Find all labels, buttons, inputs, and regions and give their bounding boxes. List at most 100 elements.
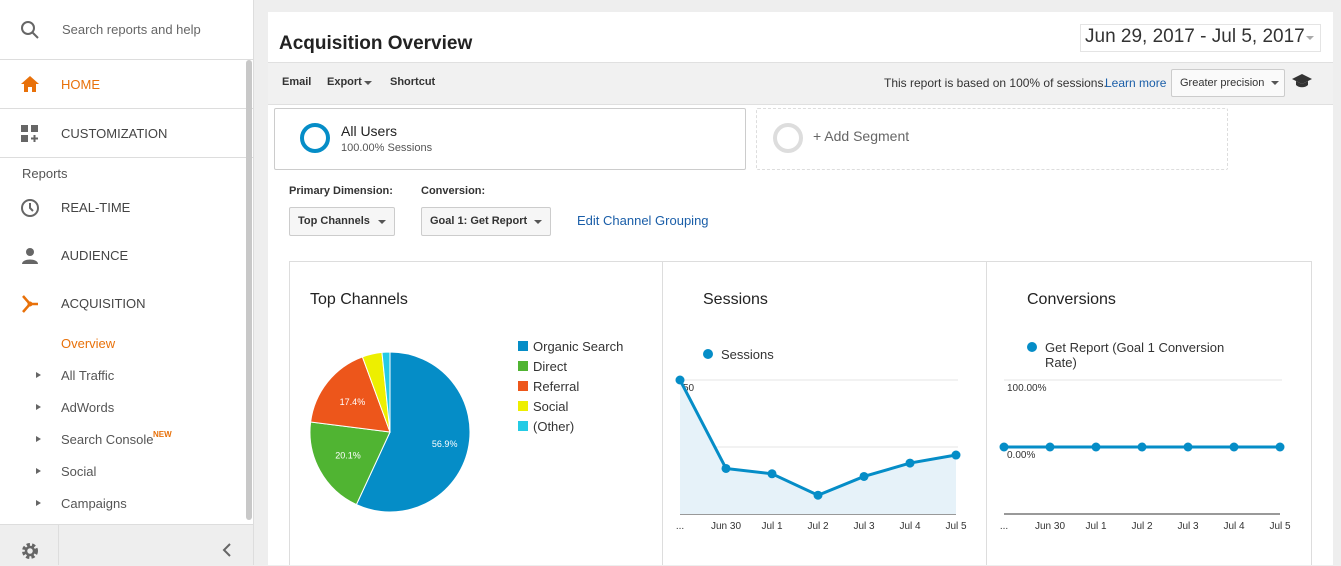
slice-label: 20.1% (335, 450, 361, 460)
legend-label: Sessions (721, 347, 774, 362)
point (721, 463, 731, 473)
legend-swatch (518, 381, 528, 391)
x-tick-label: Jul 5 (1269, 521, 1291, 532)
nav-adwords[interactable]: AdWords (61, 400, 115, 415)
add-segment[interactable]: + Add Segment (813, 128, 910, 144)
x-tick-label: Jun 30 (1035, 521, 1065, 532)
legend-label: Social (533, 399, 569, 414)
segment-card[interactable] (274, 108, 746, 170)
divider (0, 59, 253, 60)
expand-arrow (36, 500, 41, 506)
charts-frame (289, 261, 1312, 565)
search-icon (21, 21, 39, 39)
x-tick-label: Jul 3 (853, 521, 875, 532)
point (1183, 442, 1193, 452)
home-icon (21, 76, 39, 92)
collapse-icon[interactable] (221, 543, 233, 557)
point (1229, 442, 1239, 452)
shortcut-action[interactable]: Shortcut (390, 76, 436, 88)
sampling-note: This report is based on 100% of sessions… (884, 76, 1107, 90)
legend-swatch (518, 361, 528, 371)
dimension-select[interactable]: Top Channels (289, 207, 395, 236)
edit-channel-link[interactable]: Edit Channel Grouping (577, 213, 709, 228)
date-picker[interactable] (1080, 24, 1321, 52)
date-range[interactable]: Jun 29, 2017 - Jul 5, 2017 (1085, 26, 1305, 47)
segment-name: All Users (341, 123, 398, 139)
nav-overview[interactable]: Overview (61, 336, 116, 351)
point (1091, 442, 1101, 452)
legend-label: Referral (533, 379, 579, 394)
x-tick-label: Jul 3 (1177, 521, 1199, 532)
expand-arrow (36, 468, 41, 474)
nav-campaigns[interactable]: Campaigns (61, 496, 127, 511)
legend-dot (1027, 342, 1037, 352)
point (859, 471, 869, 481)
x-tick-label: Jul 1 (1085, 521, 1107, 532)
legend-swatch (518, 421, 528, 431)
point (999, 442, 1009, 452)
nav-acquisition[interactable]: ACQUISITION (61, 296, 146, 311)
conversion-select[interactable]: Goal 1: Get Report (421, 207, 551, 236)
dimension-label: Primary Dimension: (289, 185, 393, 197)
education-icon[interactable] (1291, 73, 1313, 89)
search-input[interactable]: Search reports and help (62, 22, 201, 37)
acquisition-icon (22, 295, 38, 313)
nav-all-traffic[interactable]: All Traffic (61, 368, 115, 383)
point (1275, 442, 1285, 452)
divider (58, 524, 59, 565)
toolbar (268, 62, 1333, 105)
x-tick-label: Jul 2 (807, 521, 829, 532)
precision-select[interactable]: Greater precision (1171, 69, 1285, 97)
point (675, 375, 685, 385)
add-segment-card[interactable] (756, 108, 1228, 170)
export-action[interactable]: Export (327, 76, 362, 88)
export-caret (364, 81, 372, 85)
point (1045, 442, 1055, 452)
series-area (680, 380, 956, 514)
learn-more-link[interactable]: Learn more (1105, 76, 1167, 90)
add-segment-ring (773, 123, 803, 153)
email-action[interactable]: Email (282, 76, 312, 88)
chart-title: Conversions (1027, 291, 1116, 308)
x-tick-label: Jul 2 (1131, 521, 1153, 532)
sidebar-footer (0, 524, 253, 566)
nav-home[interactable]: HOME (61, 77, 100, 92)
divider (0, 108, 253, 109)
conversion-caret (534, 220, 542, 224)
legend-swatch (518, 341, 528, 351)
point (813, 490, 823, 500)
precision-caret (1271, 81, 1279, 85)
nav-realtime[interactable]: REAL-TIME (61, 200, 131, 215)
nav-social[interactable]: Social (61, 464, 97, 479)
nav-search-console[interactable]: Search Console (61, 432, 154, 447)
dimension-caret (378, 220, 386, 224)
legend-dot (703, 349, 713, 359)
nav-customization[interactable]: CUSTOMIZATION (61, 126, 168, 141)
legend-label: (Other) (533, 419, 574, 434)
sidebar: Search reports and help HOME CUSTOMIZATI… (0, 0, 254, 566)
customization-icon (21, 125, 38, 142)
settings-icon[interactable] (20, 541, 40, 561)
y-tick-label: 100.00% (1007, 383, 1047, 394)
scrollbar[interactable] (246, 60, 252, 520)
slice-label: 17.4% (340, 397, 366, 407)
chart-title: Sessions (703, 291, 768, 308)
conversion-label: Conversion: (421, 185, 486, 197)
expand-arrow (36, 372, 41, 378)
chart-title: Top Channels (310, 291, 408, 308)
legend-swatch (518, 401, 528, 411)
section-label: Reports (22, 166, 68, 181)
expand-arrow (36, 436, 41, 442)
pie-slice (381, 351, 391, 433)
x-tick-label: Jul 5 (945, 521, 967, 532)
pie-slice (355, 351, 471, 513)
x-tick-label: ... (676, 521, 684, 532)
point (1137, 442, 1147, 452)
legend-label: Get Report (Goal 1 Conversion Rate) (1045, 340, 1225, 370)
legend-label: Organic Search (533, 339, 623, 354)
nav-audience[interactable]: AUDIENCE (61, 248, 129, 263)
expand-arrow (36, 404, 41, 410)
date-caret (1306, 36, 1314, 40)
x-tick-label: ... (1000, 521, 1008, 532)
